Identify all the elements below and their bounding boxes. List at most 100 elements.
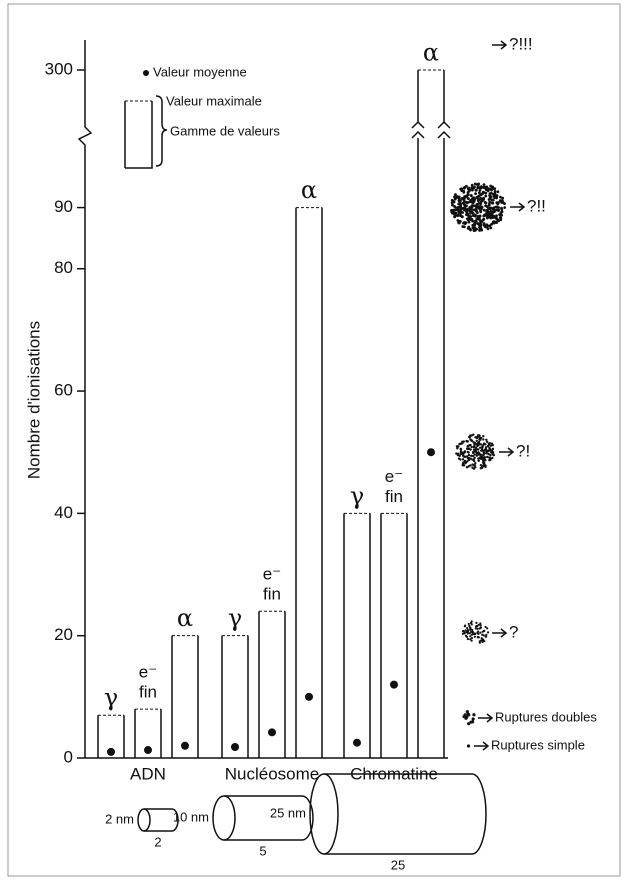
series-label: e⁻	[263, 565, 281, 584]
mean-dot	[305, 693, 313, 701]
cluster-dot	[492, 451, 494, 453]
cluster-dot	[470, 458, 472, 460]
cluster-dot	[463, 440, 465, 442]
cluster-dot	[461, 225, 464, 228]
cluster-dot	[478, 226, 481, 229]
cluster-dot	[470, 628, 472, 630]
cluster-dot	[488, 204, 491, 207]
cluster-dot	[467, 638, 469, 640]
cluster-dot	[476, 443, 478, 445]
size-diameter: 2 nm	[105, 811, 134, 826]
cluster-dot	[500, 214, 503, 217]
series-label: e⁻	[385, 467, 403, 486]
cluster-dot	[497, 209, 500, 212]
cluster-dot	[480, 197, 483, 200]
cluster-dot	[467, 214, 470, 217]
size-length: 25	[391, 857, 405, 872]
cluster-dot	[465, 185, 468, 188]
cluster-dot	[476, 437, 478, 439]
cluster-dot	[481, 467, 483, 469]
y-axis-label: Nombre d'ionisations	[24, 321, 43, 479]
legend-mean: Valeur moyenne	[153, 64, 247, 79]
cluster-dot	[466, 466, 468, 468]
cluster-dot	[464, 625, 466, 627]
cluster-dot	[459, 220, 462, 223]
cluster-dot	[475, 228, 478, 231]
bar	[296, 208, 322, 758]
cluster-dot	[468, 448, 470, 450]
cluster-dot	[485, 212, 488, 215]
size-diameter: 10 nm	[173, 809, 209, 824]
cluster-dot	[478, 441, 480, 443]
cluster-dot	[492, 453, 494, 455]
cluster-dot	[452, 209, 455, 212]
cluster-dot	[482, 191, 485, 194]
cluster-dot	[455, 208, 458, 211]
size-length: 5	[259, 843, 266, 858]
mean-dot	[427, 448, 435, 456]
cluster-dot	[478, 191, 481, 194]
bar	[381, 513, 407, 758]
cluster-dot	[488, 443, 490, 445]
cluster-dot	[473, 229, 476, 232]
cluster-dot	[471, 204, 474, 207]
cluster-dot	[468, 190, 471, 193]
cluster-dot	[472, 433, 474, 435]
series-label: α	[423, 39, 439, 67]
cluster-dot	[489, 207, 492, 210]
cluster-dot	[463, 221, 466, 224]
cluster-dot	[482, 435, 484, 437]
cluster-dot	[492, 444, 494, 446]
bar	[344, 513, 370, 758]
cluster-dot	[485, 446, 487, 448]
series-label: γ	[350, 482, 364, 510]
cluster-dot	[462, 630, 464, 632]
annotation: Ruptures doubles	[495, 709, 597, 724]
cluster-dot	[479, 632, 481, 634]
cluster-dot	[494, 190, 497, 193]
cluster-dot	[456, 219, 459, 222]
cluster-dot	[474, 192, 477, 195]
cluster-dot	[468, 436, 470, 438]
cluster-dot	[478, 453, 480, 455]
y-axis	[79, 40, 91, 758]
cluster-dot	[471, 637, 473, 639]
cluster-dot	[476, 625, 478, 627]
cluster-dot	[467, 197, 470, 200]
cluster-dot	[478, 459, 480, 461]
cluster-dot	[483, 463, 485, 465]
legend-box	[125, 101, 152, 168]
series-label: α	[301, 176, 317, 204]
y-tick-label: 40	[54, 503, 73, 522]
cluster-dot	[480, 443, 482, 445]
cluster-dot	[503, 206, 506, 209]
cluster-dot	[461, 211, 464, 214]
cluster-dot	[465, 194, 468, 197]
cluster-dot	[480, 205, 483, 208]
cluster-dot	[468, 454, 470, 456]
cluster-dot	[496, 194, 499, 197]
cluster-dot	[475, 189, 478, 192]
bar	[172, 636, 198, 758]
cluster-dot	[476, 454, 478, 456]
cluster-dot	[459, 458, 461, 460]
cluster-dot	[471, 184, 474, 187]
cluster-dot	[482, 444, 484, 446]
cluster-dot	[473, 460, 475, 462]
cluster-dot	[475, 450, 477, 452]
cluster-dot	[482, 215, 485, 218]
cluster-dot	[478, 438, 480, 440]
cluster-dot	[479, 642, 481, 644]
cluster-dot	[468, 206, 471, 209]
y-tick-label: 300	[45, 59, 73, 78]
cluster-dot	[486, 215, 489, 218]
y-tick-label: 80	[54, 258, 73, 277]
cluster-dot	[483, 452, 485, 454]
cluster-dot	[492, 222, 495, 225]
cluster-dot	[474, 443, 476, 445]
cluster-dot	[467, 187, 470, 190]
cluster-dot	[474, 222, 477, 225]
cluster-dot	[473, 457, 475, 459]
cluster-dot	[474, 220, 477, 223]
size-diameter: 25 nm	[270, 805, 306, 820]
